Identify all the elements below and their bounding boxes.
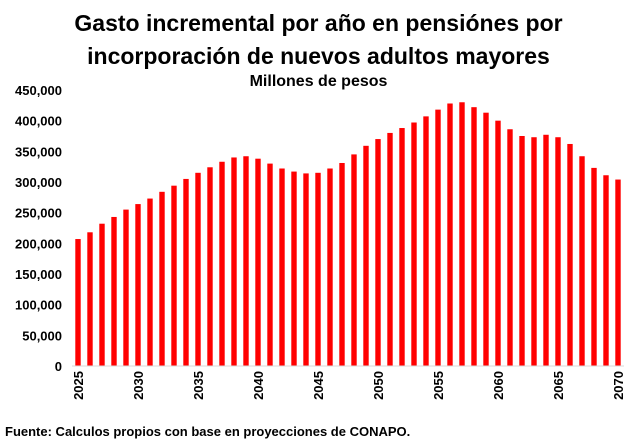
bar bbox=[339, 162, 345, 366]
bar bbox=[591, 167, 597, 366]
bar bbox=[231, 157, 237, 366]
chart-title-line-2: incorporación de nuevos adultos mayores bbox=[87, 43, 550, 69]
bar bbox=[495, 120, 501, 367]
y-tick-label: 50,000 bbox=[22, 328, 62, 343]
y-tick-label: 350,000 bbox=[15, 144, 62, 159]
bar bbox=[315, 172, 321, 366]
bar bbox=[303, 173, 309, 366]
bar bbox=[471, 107, 477, 366]
bar bbox=[291, 171, 297, 366]
x-tick-label: 2025 bbox=[71, 371, 86, 400]
y-tick-label: 250,000 bbox=[15, 206, 62, 221]
source-note: Fuente: Calculos propios con base en pro… bbox=[5, 424, 411, 439]
x-tick-label: 2065 bbox=[551, 371, 566, 400]
y-tick-label: 200,000 bbox=[15, 236, 62, 251]
bar bbox=[387, 132, 393, 366]
bar bbox=[507, 129, 513, 366]
x-tick-label: 2035 bbox=[191, 371, 206, 400]
bar bbox=[615, 179, 621, 366]
bar bbox=[483, 112, 489, 367]
bar bbox=[207, 167, 213, 366]
bar bbox=[603, 175, 609, 366]
bar bbox=[75, 239, 81, 366]
bar bbox=[399, 128, 405, 366]
bar bbox=[135, 204, 141, 366]
y-tick-label: 0 bbox=[55, 359, 62, 374]
bar bbox=[87, 232, 93, 366]
x-tick-label: 2045 bbox=[311, 371, 326, 400]
bar bbox=[267, 163, 273, 366]
y-tick-label: 400,000 bbox=[15, 114, 62, 129]
chart-subtitle: Millones de pesos bbox=[249, 73, 388, 90]
bar bbox=[375, 139, 381, 366]
y-tick-label: 150,000 bbox=[15, 267, 62, 282]
bar bbox=[435, 109, 441, 367]
bar bbox=[123, 209, 129, 366]
bar bbox=[579, 156, 585, 366]
bar bbox=[255, 158, 261, 366]
bar bbox=[459, 102, 465, 367]
bar bbox=[351, 154, 357, 366]
bar bbox=[159, 191, 165, 366]
x-tick-label: 2040 bbox=[251, 371, 266, 400]
bar bbox=[363, 145, 369, 366]
x-tick-label: 2055 bbox=[431, 371, 446, 400]
bar bbox=[171, 185, 177, 366]
bar bbox=[411, 122, 417, 366]
bar bbox=[219, 161, 225, 366]
y-tick-label: 300,000 bbox=[15, 175, 62, 190]
bar bbox=[519, 136, 525, 366]
bar bbox=[543, 134, 549, 366]
bar bbox=[99, 223, 105, 366]
bar bbox=[567, 143, 573, 366]
bar bbox=[183, 178, 189, 366]
y-tick-label: 450,000 bbox=[15, 83, 62, 98]
bar bbox=[195, 172, 201, 366]
bar bbox=[447, 103, 453, 366]
bar bbox=[423, 116, 429, 366]
x-tick-label: 2050 bbox=[371, 371, 386, 400]
chart-title-line-1: Gasto incremental por año en pensiónes p… bbox=[74, 10, 563, 36]
bar bbox=[531, 137, 537, 366]
x-tick-label: 2060 bbox=[491, 371, 506, 400]
x-tick-label: 2070 bbox=[611, 371, 626, 400]
bar bbox=[111, 216, 117, 366]
bar bbox=[279, 168, 285, 366]
bar bbox=[147, 198, 153, 366]
bar bbox=[555, 137, 561, 366]
y-tick-label: 100,000 bbox=[15, 298, 62, 313]
bar bbox=[243, 156, 249, 366]
bar bbox=[327, 168, 333, 366]
x-tick-label: 2030 bbox=[131, 371, 146, 400]
